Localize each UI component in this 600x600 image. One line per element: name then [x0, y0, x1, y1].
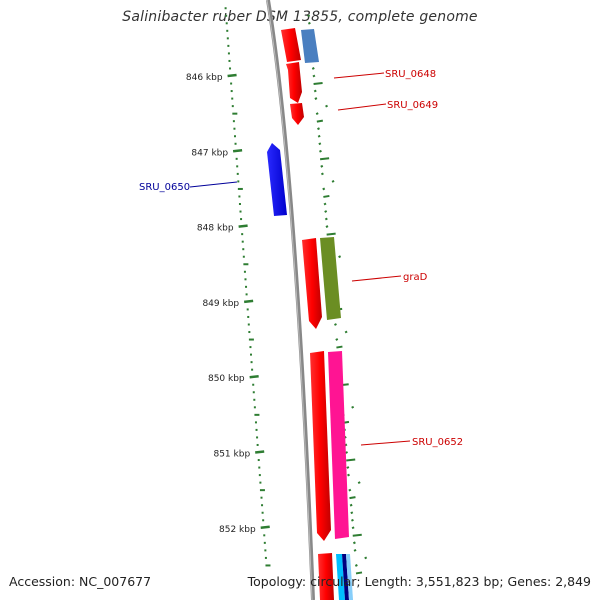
genome-summary-text: Topology: circular; Length: 3,551,823 bp… [247, 574, 591, 589]
callout-line-grad [351, 275, 402, 282]
scale-tick-right [335, 338, 339, 341]
gene-feature-navy[interactable] [342, 554, 349, 600]
scale-tick-right [318, 142, 322, 146]
major-tick-left [255, 450, 265, 454]
scale-tick-right [320, 164, 324, 168]
gene-sru-0650[interactable] [267, 143, 287, 216]
scale-label: 847 kbp [191, 148, 228, 158]
scale-tick-right [351, 405, 355, 409]
scale-tick-right [317, 127, 320, 131]
scale-tick-right [351, 526, 355, 530]
gene-label-grad[interactable]: graD [403, 272, 428, 283]
scale-tick-right [357, 481, 361, 484]
major-tick-left [244, 299, 254, 304]
gene-label-sru-0650[interactable]: SRU_0650 [139, 182, 190, 193]
scale-tick-right [324, 210, 328, 213]
scale-tick-right [353, 548, 357, 552]
scale-tick-right [315, 112, 319, 116]
scale-tick-right [344, 330, 348, 334]
gene-sru-0652[interactable] [328, 351, 349, 539]
scale-tick-right [319, 149, 322, 153]
scale-tick-right [316, 119, 324, 123]
scale-tick-right [325, 104, 328, 108]
scale-tick-right [346, 466, 350, 469]
scale-tick-right [336, 345, 343, 349]
scale-tick-right [338, 255, 342, 259]
scale-tick-right [313, 82, 323, 85]
major-tick-left [238, 224, 248, 228]
scale-tick-right [349, 496, 356, 500]
scale-tick-right [313, 89, 317, 93]
scale-tick-right [324, 217, 328, 221]
scale-tick-right [320, 172, 324, 176]
gene-feature-red-mid[interactable] [302, 238, 322, 329]
scale-tick-right [323, 194, 330, 198]
gene-feature-steelblue[interactable] [301, 29, 319, 63]
scale-tick-right [355, 571, 363, 575]
gene-label-sru-0649[interactable]: SRU_0649 [387, 100, 438, 111]
callout-line-sru-0650 [189, 181, 238, 188]
scale-label: 851 kbp [213, 450, 250, 460]
scale-tick-right [354, 564, 358, 567]
map-title: Salinibacter ruber DSM 13855, complete g… [122, 9, 478, 25]
genome-backbone-highlight [266, 0, 313, 600]
gene-grad[interactable] [320, 237, 341, 320]
major-tick-left [249, 374, 259, 379]
gene-label-sru-0648[interactable]: SRU_0648 [385, 69, 436, 80]
gene-feature-lightblue[interactable] [346, 554, 353, 600]
scale-tick-right [311, 67, 315, 70]
scale-tick-right [347, 473, 350, 477]
scale-tick-right [346, 458, 356, 462]
scale-label: 846 kbp [186, 73, 223, 83]
genome-backbone [266, 0, 315, 600]
scale-label: 848 kbp [197, 224, 234, 234]
major-tick-left [227, 73, 237, 78]
scale-tick-right [349, 503, 353, 507]
gene-label-sru-0652[interactable]: SRU_0652 [412, 437, 463, 448]
gene-feature-red-bottom[interactable] [318, 553, 334, 600]
callout-line-sru-0648 [333, 72, 385, 79]
callout-line-sru-0649 [337, 103, 387, 111]
scale-tick-right [322, 187, 326, 191]
scale-tick-right [348, 488, 352, 492]
scale-tick-right [320, 157, 330, 161]
scale-tick-right [307, 14, 311, 18]
scale-tick-right [364, 556, 368, 560]
scale-tick-right [325, 225, 329, 228]
major-tick-left [232, 149, 243, 153]
scale-tick-right [312, 74, 316, 78]
scale-tick-right [317, 134, 321, 138]
scale-tick-right [350, 511, 354, 515]
scale-tick-right [323, 202, 327, 206]
callout-line-sru-0652 [360, 440, 411, 446]
scale-tick-right [334, 323, 337, 326]
gene-sru-0648[interactable] [286, 62, 302, 103]
gene-sru-0649[interactable] [290, 103, 304, 125]
scale-tick-right [314, 97, 318, 100]
scale-tick-right [326, 232, 336, 236]
scale-tick-right [350, 518, 354, 522]
scale-tick-right [307, 21, 311, 25]
gene-feature-red-long[interactable] [310, 351, 331, 541]
accession-text: Accession: NC_007677 [9, 574, 152, 589]
scale-labels: 846 kbp 847 kbp 848 kbp 849 kbp 850 kbp 851 k… [186, 73, 256, 535]
gene-feature-red-top[interactable] [281, 28, 301, 62]
scale-tick-right [352, 533, 362, 537]
scale-tick-right [345, 451, 349, 454]
scale-label: 852 kbp [219, 525, 256, 535]
scale-label: 849 kbp [202, 299, 239, 309]
scale-tick-right [352, 541, 356, 545]
scale-label: 850 kbp [208, 374, 245, 384]
scale-ticks-left [224, 7, 271, 567]
major-tick-left [260, 525, 270, 530]
scale-tick-right [331, 179, 335, 183]
